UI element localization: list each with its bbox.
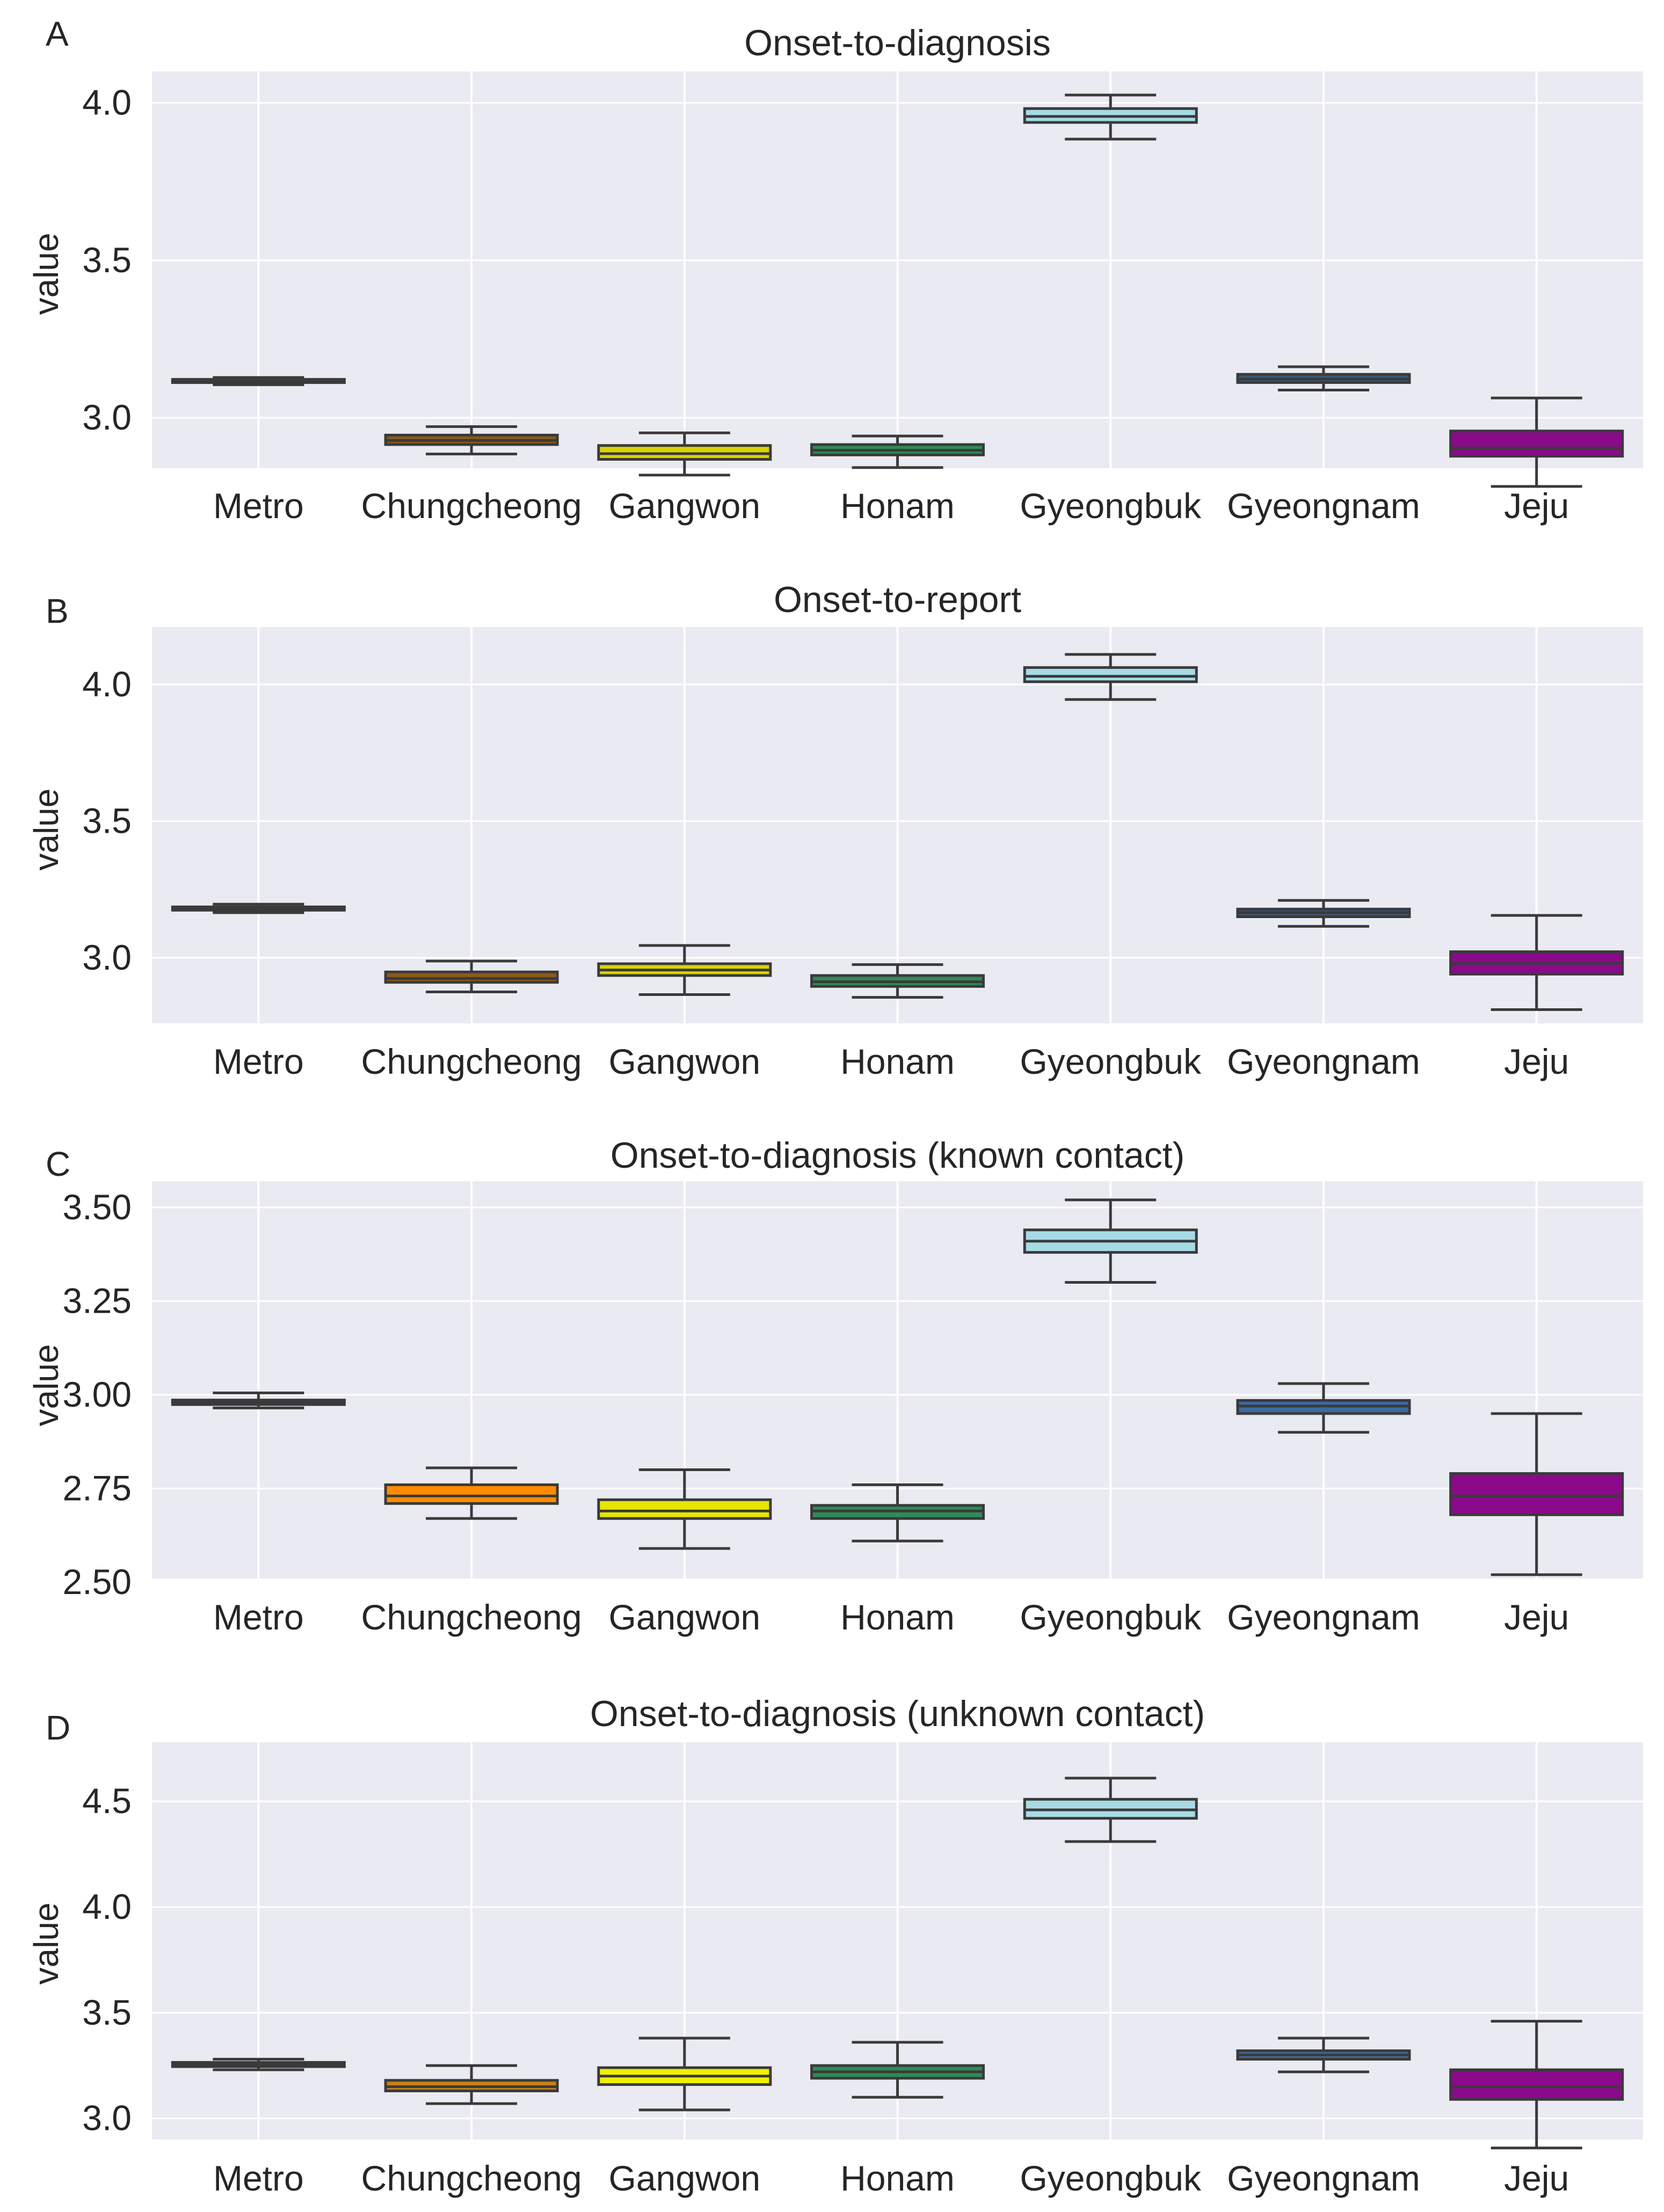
x-tick-label-jeju: Jeju xyxy=(1504,1597,1569,1637)
box-metro xyxy=(171,2057,346,2071)
x-tick-label-metro: Metro xyxy=(213,2158,304,2198)
x-tick-label-chungcheong: Chungcheong xyxy=(361,2158,582,2198)
y-tick-label: 3.5 xyxy=(82,240,132,280)
x-tick-label-jeju: Jeju xyxy=(1504,2158,1569,2198)
box-gyeongbuk xyxy=(1023,93,1198,141)
panel-letter: C xyxy=(46,1145,70,1183)
box-iqr xyxy=(597,1498,772,1520)
box-chungcheong xyxy=(384,425,559,456)
panel-letter: A xyxy=(46,14,69,53)
y-tick-label: 2.50 xyxy=(63,1562,132,1602)
y-axis-label: value xyxy=(27,1903,66,1985)
panel-letter: B xyxy=(46,592,69,630)
x-tick-label-jeju: Jeju xyxy=(1504,1042,1569,1081)
panel-a: A Onset-to-diagnosis 3.0 3.5 4.0 value Metro Ch… xyxy=(27,14,1643,526)
box-metro xyxy=(171,903,346,914)
box-jeju xyxy=(1449,914,1624,1012)
x-tick-label-gyeongbuk: Gyeongbuk xyxy=(1020,1042,1202,1081)
box-iqr xyxy=(384,970,559,984)
box-chungcheong xyxy=(384,1466,559,1520)
panel-title: Onset-to-report xyxy=(774,579,1021,620)
y-tick-label: 3.00 xyxy=(63,1374,132,1414)
box-jeju xyxy=(1449,1412,1624,1576)
box-gyeongnam xyxy=(1236,899,1411,928)
y-axis-label: value xyxy=(27,1344,66,1427)
y-tick-label: 3.0 xyxy=(82,397,132,437)
panel-title: Onset-to-diagnosis xyxy=(744,23,1051,63)
box-gangwon xyxy=(597,2036,772,2112)
x-tick-label-gangwon: Gangwon xyxy=(609,1597,761,1637)
panel-letter: D xyxy=(46,1708,70,1747)
box-chungcheong xyxy=(384,2064,559,2105)
x-tick-label-gangwon: Gangwon xyxy=(609,2158,761,2198)
x-tick-label-chungcheong: Chungcheong xyxy=(361,486,582,526)
y-tick-label: 2.75 xyxy=(63,1468,132,1508)
box-iqr xyxy=(384,1483,559,1505)
x-tick-label-metro: Metro xyxy=(213,1042,304,1081)
x-tick-label-metro: Metro xyxy=(213,486,304,526)
y-axis-label: value xyxy=(27,233,66,315)
x-tick-label-gyeongnam: Gyeongnam xyxy=(1227,1597,1420,1637)
y-tick-label: 3.0 xyxy=(82,937,132,977)
x-tick-label-honam: Honam xyxy=(840,2158,955,2198)
x-tick-label-gyeongbuk: Gyeongbuk xyxy=(1020,486,1202,526)
x-tick-label-metro: Metro xyxy=(213,1597,304,1637)
box-jeju xyxy=(1449,396,1624,488)
box-gyeongbuk xyxy=(1023,1777,1198,1843)
panel-title: Onset-to-diagnosis (known contact) xyxy=(611,1135,1185,1176)
y-tick-label: 3.0 xyxy=(82,2098,132,2138)
box-gyeongbuk xyxy=(1023,1198,1198,1284)
panel-b: B Onset-to-report 3.0 3.5 4.0 value Metro Chung… xyxy=(27,579,1643,1081)
x-tick-label-gyeongnam: Gyeongnam xyxy=(1227,486,1420,526)
x-tick-label-honam: Honam xyxy=(840,1042,955,1081)
panel-d: D Onset-to-diagnosis (unknown contact) 3.0… xyxy=(27,1693,1643,2198)
box-honam xyxy=(810,434,985,469)
box-honam xyxy=(810,963,985,999)
x-tick-label-chungcheong: Chungcheong xyxy=(361,1597,582,1637)
box-iqr xyxy=(1449,2068,1624,2101)
panel-c: C Onset-to-diagnosis (known contact) 2.50 2… xyxy=(27,1135,1643,1637)
box-honam xyxy=(810,1483,985,1542)
x-tick-label-gyeongbuk: Gyeongbuk xyxy=(1020,2158,1202,2198)
box-metro xyxy=(171,1391,346,1409)
y-tick-label: 4.0 xyxy=(82,83,132,122)
box-gyeongbuk xyxy=(1023,653,1198,701)
panel-title: Onset-to-diagnosis (unknown contact) xyxy=(590,1693,1205,1734)
box-metro xyxy=(171,376,346,387)
box-gangwon xyxy=(597,944,772,996)
box-gyeongnam xyxy=(1236,365,1411,392)
box-jeju xyxy=(1449,2020,1624,2150)
box-gangwon xyxy=(597,431,772,477)
x-tick-label-gyeongnam: Gyeongnam xyxy=(1227,2158,1420,2198)
y-axis-label: value xyxy=(27,789,66,871)
y-tick-label: 3.5 xyxy=(82,1992,132,2032)
box-gyeongnam xyxy=(1236,1382,1411,1434)
x-tick-label-honam: Honam xyxy=(840,486,955,526)
x-tick-label-chungcheong: Chungcheong xyxy=(361,1042,582,1081)
box-iqr xyxy=(1023,666,1198,683)
box-gangwon xyxy=(597,1468,772,1550)
x-tick-label-gyeongnam: Gyeongnam xyxy=(1227,1042,1420,1081)
box-iqr xyxy=(1449,1472,1624,1516)
y-tick-label: 3.50 xyxy=(63,1187,132,1227)
box-iqr xyxy=(1449,430,1624,458)
y-tick-label: 4.0 xyxy=(82,1887,132,1926)
x-tick-label-honam: Honam xyxy=(840,1597,955,1637)
box-honam xyxy=(810,2041,985,2099)
y-tick-label: 3.25 xyxy=(63,1280,132,1320)
box-gyeongnam xyxy=(1236,2036,1411,2073)
x-tick-label-gyeongbuk: Gyeongbuk xyxy=(1020,1597,1202,1637)
box-chungcheong xyxy=(384,959,559,993)
y-tick-label: 4.5 xyxy=(82,1781,132,1821)
x-tick-label-gangwon: Gangwon xyxy=(609,1042,761,1081)
x-tick-label-jeju: Jeju xyxy=(1504,486,1569,526)
y-tick-label: 4.0 xyxy=(82,664,132,704)
x-tick-label-gangwon: Gangwon xyxy=(609,486,761,526)
y-tick-label: 3.5 xyxy=(82,801,132,840)
